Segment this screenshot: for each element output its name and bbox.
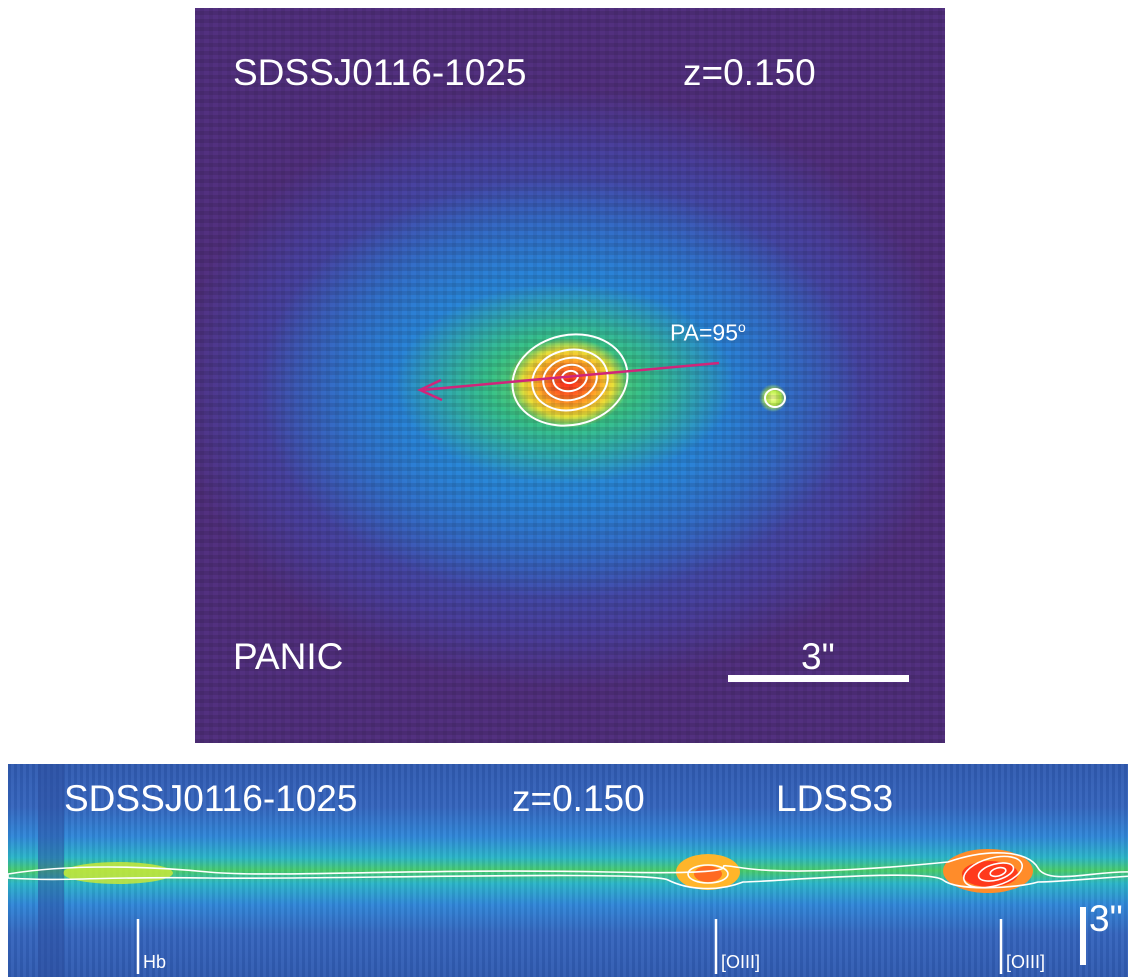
image-object-name: SDSSJ0116-1025: [233, 52, 527, 93]
spectrum-redshift: z=0.150: [512, 778, 645, 819]
pa-arrow: [417, 361, 720, 402]
position-angle-label: PA=95o: [670, 319, 746, 347]
contour-oiii-5007-a: [962, 855, 1024, 889]
position-angle-value: PA=95: [670, 319, 738, 346]
contour-oiii-4959: [687, 864, 729, 884]
position-angle-unit: o: [738, 319, 746, 335]
sky-line: [38, 764, 64, 977]
contour-outer: [8, 852, 1128, 890]
oiii-4959-core: [694, 866, 722, 882]
spectrum-scale-bar: [1080, 907, 1086, 965]
spectrum-object-name: SDSSJ0116-1025: [64, 778, 358, 819]
spectrum-overlay: [8, 764, 1128, 977]
image-overlay: [417, 333, 909, 682]
oiii-4959-label: [OIII]: [721, 952, 761, 972]
spectrum-scale-bar-label: 3": [1089, 898, 1123, 939]
image-scale-bar: [728, 675, 909, 682]
line-markers: [136, 919, 1003, 974]
contour-oiii-5007-c: [989, 866, 1007, 878]
spectrum-contours: [8, 852, 1128, 890]
spectrum-instrument: LDSS3: [776, 778, 894, 819]
hb-continuum-blob: [63, 862, 173, 884]
oiii-5007-label: [OIII]: [1006, 952, 1046, 972]
contour-outer: [511, 333, 629, 427]
image-instrument: PANIC: [233, 636, 344, 677]
panic-image-panel: SDSSJ0116-1025 z=0.150 PA=95o PANIC 3": [195, 8, 945, 743]
image-scale-bar-label: 3": [801, 636, 835, 677]
pa-arrow-head: [417, 378, 443, 402]
image-redshift: z=0.150: [683, 52, 816, 93]
ldss3-spectrum-panel: SDSSJ0116-1025 z=0.150 LDSS3 Hb [OIII] […: [8, 764, 1128, 977]
hb-label: Hb: [143, 952, 167, 972]
contour-oiii-5007-b: [977, 862, 1015, 882]
companion-contour: [764, 388, 786, 408]
pa-arrow-line: [421, 361, 720, 392]
